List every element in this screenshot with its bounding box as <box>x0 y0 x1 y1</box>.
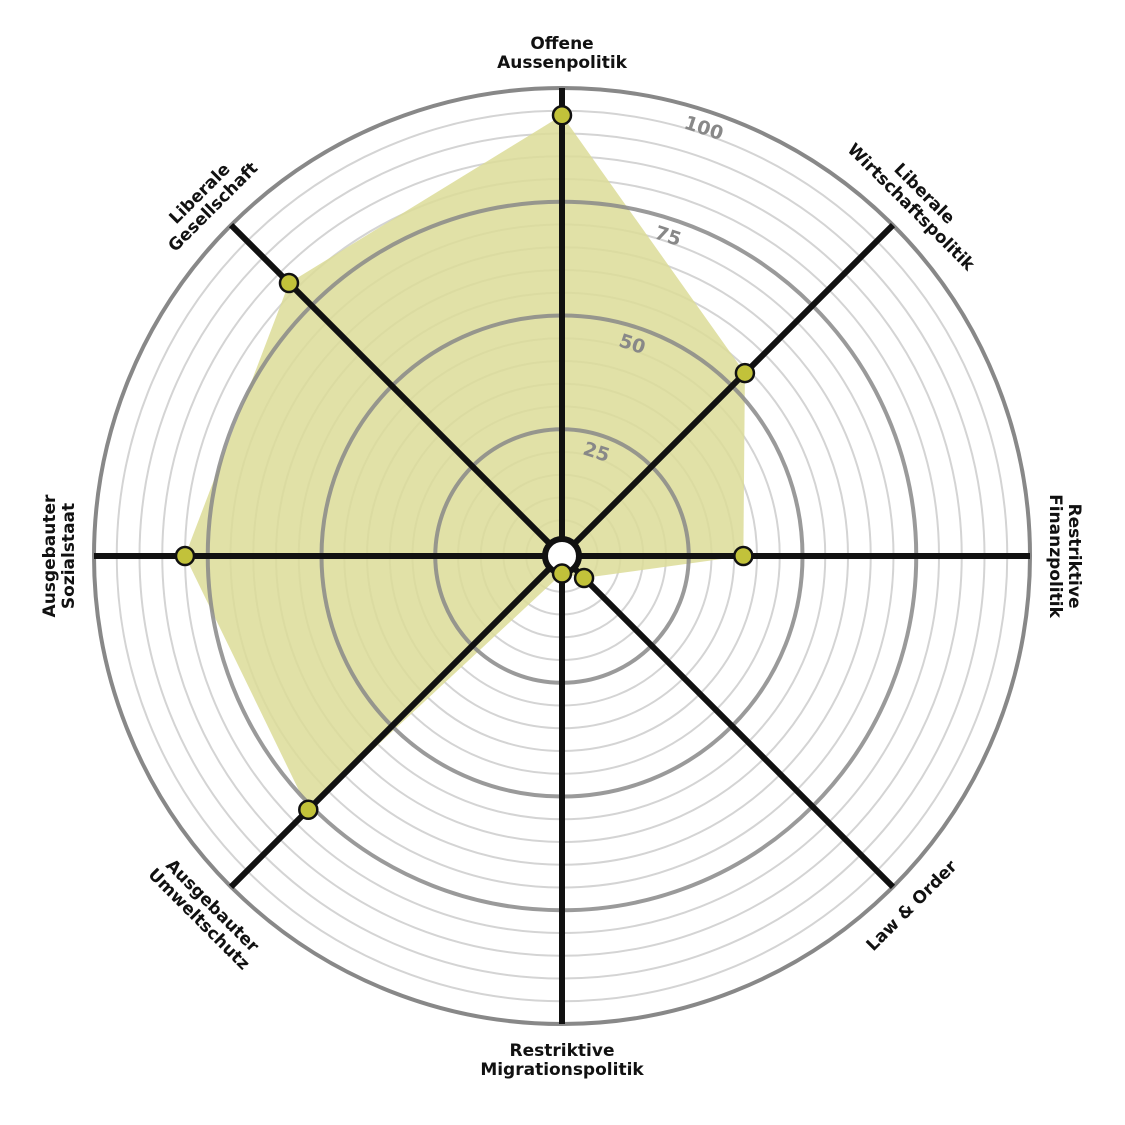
axis-label-line: Restriktive <box>510 1041 615 1061</box>
axis-label-line: Aussenpolitik <box>497 53 628 73</box>
data-point <box>298 799 319 820</box>
axis-label: AusgebauterSozialstaat <box>40 494 79 617</box>
data-point <box>551 105 573 126</box>
axis-label-line: Migrationspolitik <box>480 1060 644 1080</box>
data-point <box>278 272 300 294</box>
data-point <box>174 545 196 567</box>
axis-line <box>559 222 896 559</box>
axis-label-line: Sozialstaat <box>59 503 79 609</box>
data-point <box>734 362 756 384</box>
axis-label-line: Offene <box>530 34 593 54</box>
data-point <box>573 567 595 589</box>
data-point <box>551 563 573 584</box>
axis-label-line: Ausgebauter <box>40 494 60 617</box>
axis-label-line: Finanzpolitik <box>1045 494 1065 618</box>
axis-line <box>228 553 565 890</box>
axis-label: Offene Aussenpolitik <box>497 34 628 73</box>
axis-label: RestriktiveFinanzpolitik <box>1045 494 1084 618</box>
axis-line <box>559 553 896 890</box>
axis-label: Restriktive Migrationspolitik <box>480 1041 644 1080</box>
axis-label-line: Restriktive <box>1064 504 1084 609</box>
data-point <box>733 545 754 567</box>
